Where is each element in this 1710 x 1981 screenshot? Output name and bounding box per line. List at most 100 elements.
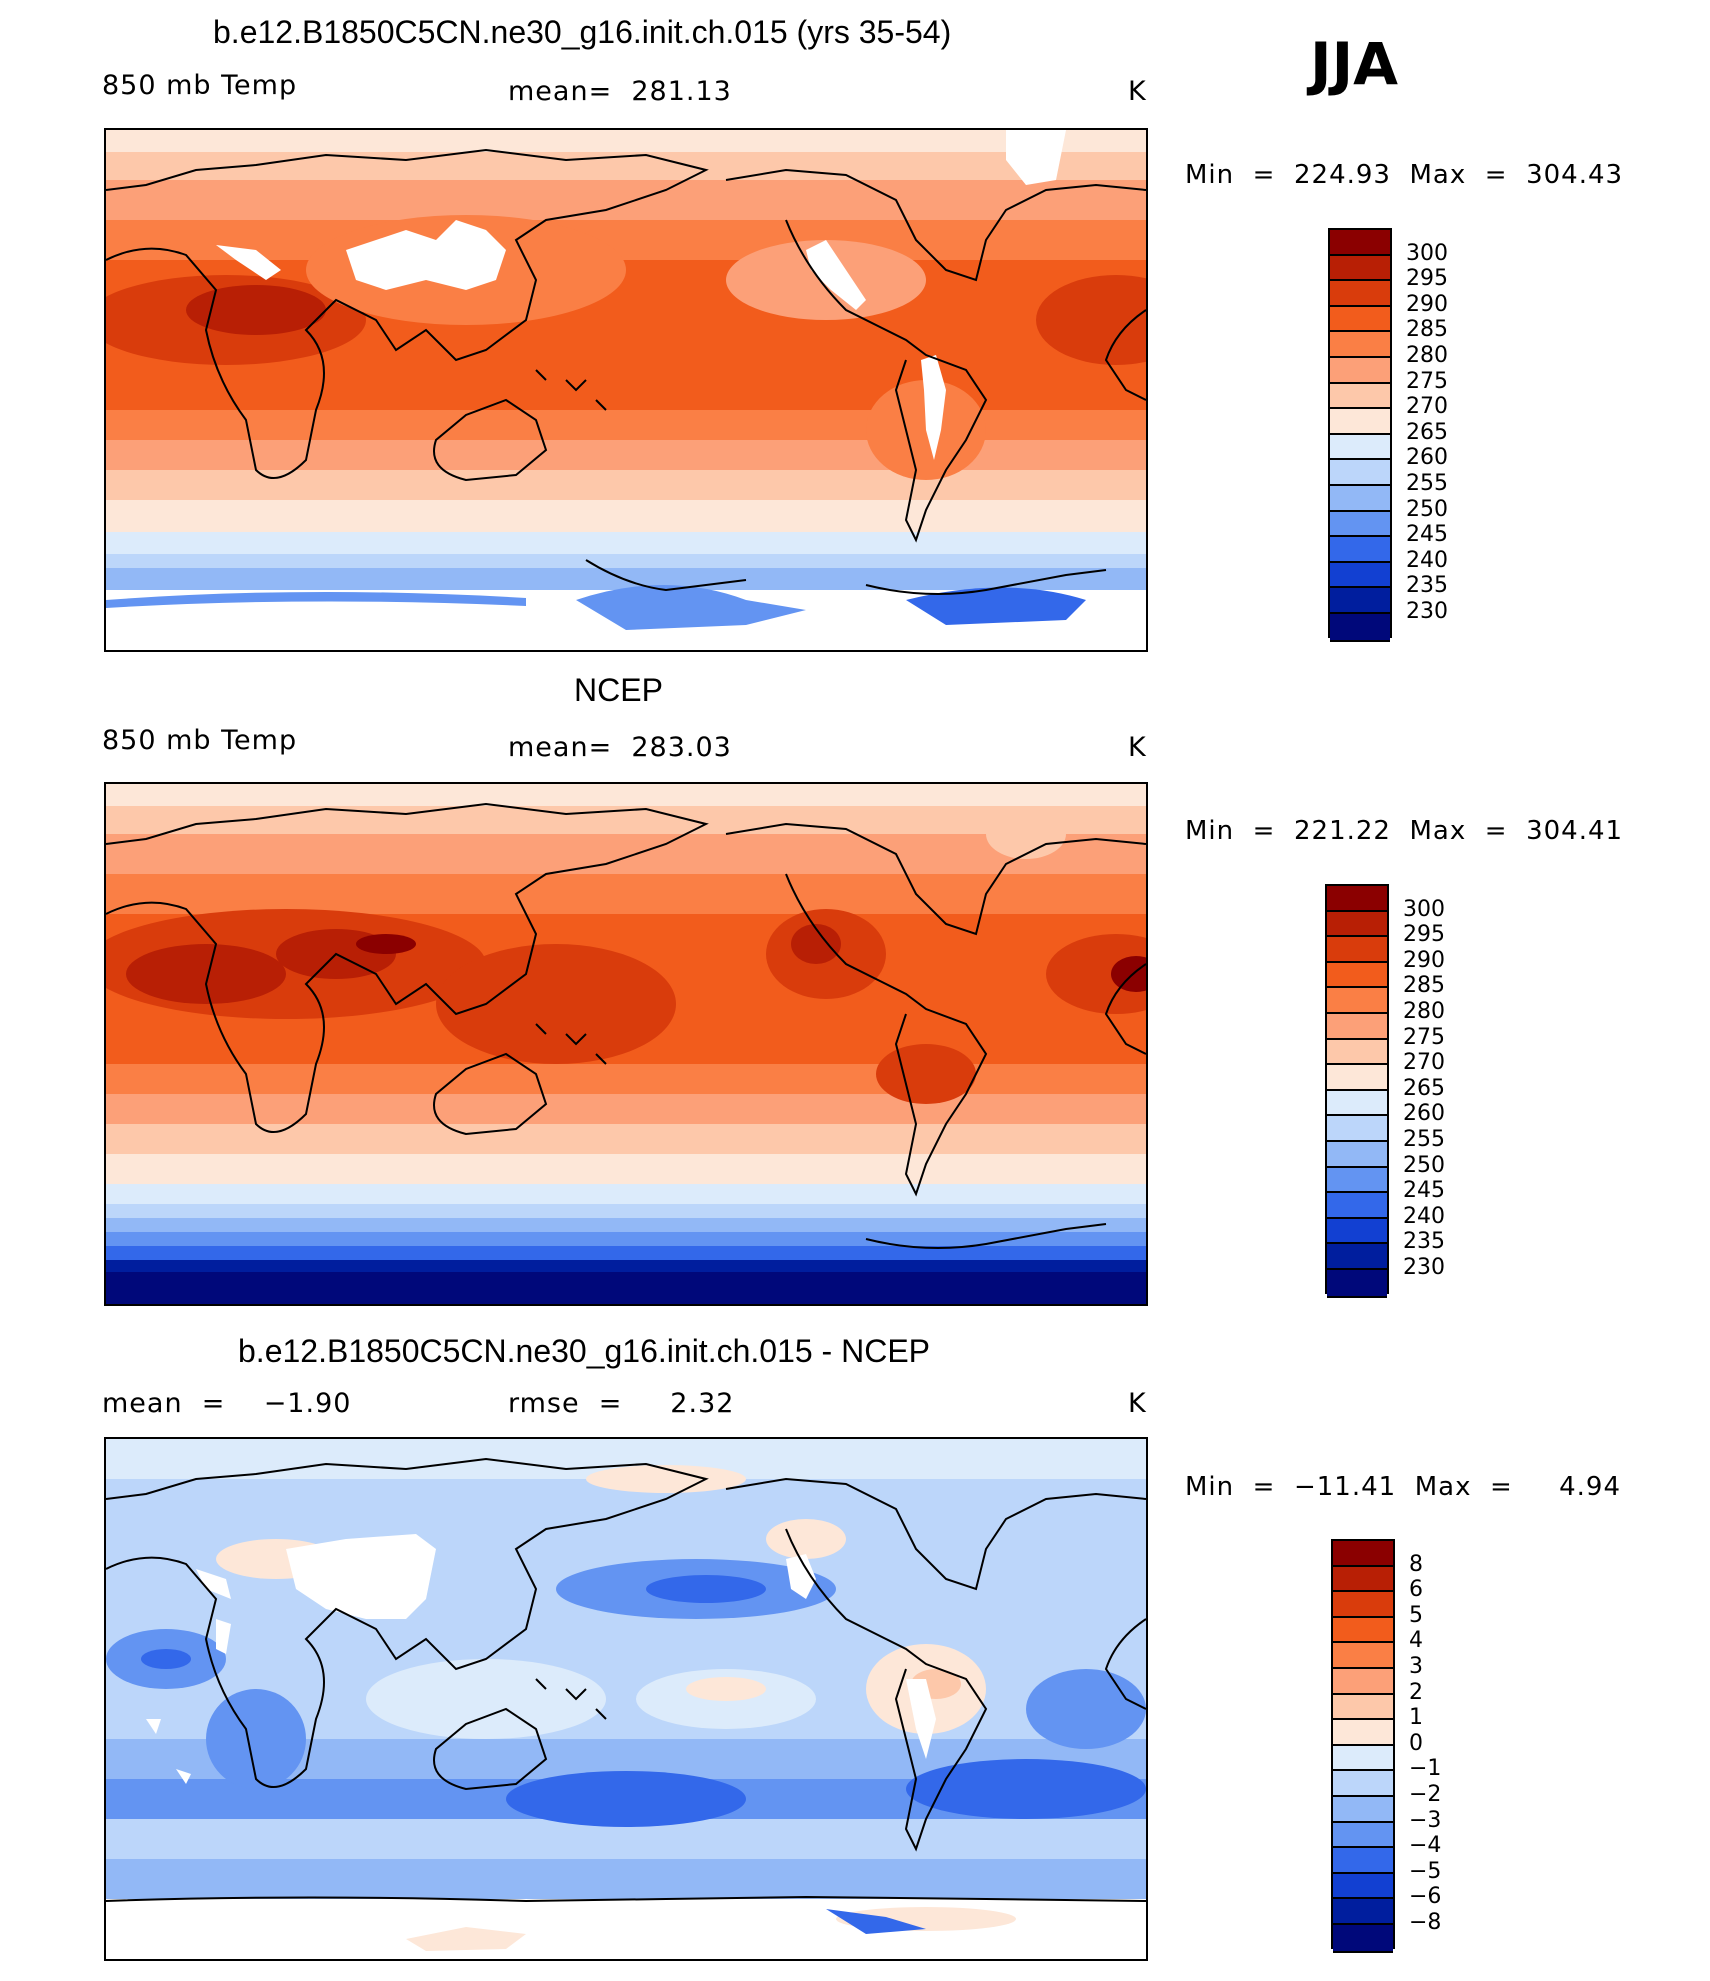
colorbar-tick-label: 280 xyxy=(1406,343,1448,368)
colorbar-swatch xyxy=(1330,356,1390,384)
colorbar-tick-label: 265 xyxy=(1406,419,1448,445)
panel2-title: NCEP xyxy=(574,672,663,708)
colorbar-tick-label: 8 xyxy=(1409,1551,1423,1577)
colorbar-swatch xyxy=(1330,381,1390,410)
colorbar-swatch xyxy=(1327,935,1387,963)
panel1-title: b.e12.B1850C5CN.ne30_g16.init.ch.015 (yr… xyxy=(213,14,952,50)
colorbar-swatch xyxy=(1327,884,1387,912)
colorbar-swatch xyxy=(1327,1268,1387,1298)
colorbar-tick-label: 240 xyxy=(1403,1203,1445,1229)
colorbar-swatch xyxy=(1327,1037,1387,1066)
colorbar-tick-label: 245 xyxy=(1403,1178,1445,1204)
colorbar-tick-label: 235 xyxy=(1406,573,1448,599)
colorbar-tick-label: −5 xyxy=(1409,1858,1442,1884)
panel1-minmax-label: Min = 224.93 Max = 304.43 xyxy=(1185,160,1624,190)
colorbar-tick-label: 255 xyxy=(1403,1127,1445,1152)
colorbar-swatch xyxy=(1330,407,1390,435)
colorbar-tick-label: 230 xyxy=(1406,599,1448,624)
colorbar-swatch xyxy=(1330,560,1390,589)
colorbar-tick-label: 285 xyxy=(1403,973,1445,999)
colorbar-tick-label: 290 xyxy=(1406,291,1448,317)
panel2-units-label: K xyxy=(1128,732,1147,763)
colorbar-tick-label: 275 xyxy=(1406,368,1448,394)
colorbar-swatch xyxy=(1327,1191,1387,1219)
panel2-mean-label: mean= 283.03 xyxy=(508,732,732,763)
ncep-temperature-map xyxy=(104,782,1148,1306)
season-label: JJA xyxy=(1310,30,1399,98)
colorbar-tick-label: −3 xyxy=(1409,1807,1442,1833)
colorbar-swatch xyxy=(1327,1088,1387,1117)
difference-map xyxy=(104,1437,1148,1961)
colorbar-swatch xyxy=(1333,1846,1393,1874)
colorbar-swatch xyxy=(1327,960,1387,989)
colorbar-swatch xyxy=(1333,1718,1393,1746)
colorbar-tick-label: 265 xyxy=(1403,1075,1445,1101)
colorbar-swatch xyxy=(1327,1165,1387,1194)
panel3-mean-label: mean = −1.90 xyxy=(102,1388,352,1419)
colorbar-tick-label: 0 xyxy=(1409,1730,1423,1756)
colorbar-swatch xyxy=(1333,1897,1393,1925)
colorbar-tick-label: −1 xyxy=(1409,1756,1442,1782)
colorbar-tick-label: 2 xyxy=(1409,1679,1423,1705)
colorbar-swatch xyxy=(1330,279,1390,307)
colorbar-tick-label: −8 xyxy=(1409,1910,1442,1935)
colorbar-tick-label: 260 xyxy=(1406,445,1448,471)
colorbar-swatch xyxy=(1330,458,1390,486)
colorbar-swatch xyxy=(1333,1820,1393,1849)
colorbar-tick-label: 6 xyxy=(1409,1577,1423,1603)
colorbar-swatch xyxy=(1327,909,1387,938)
colorbar-tick-label: 280 xyxy=(1403,999,1445,1024)
colorbar-tick-label: 295 xyxy=(1406,266,1448,292)
colorbar-swatch xyxy=(1333,1590,1393,1618)
colorbar-tick-label: 290 xyxy=(1403,947,1445,973)
colorbar-tick-label: 300 xyxy=(1406,240,1448,266)
colorbar-swatch xyxy=(1333,1539,1393,1567)
colorbar-swatch xyxy=(1330,484,1390,512)
colorbar-swatch xyxy=(1333,1641,1393,1669)
colorbar-swatch xyxy=(1330,228,1390,256)
colorbar-tick-label: 240 xyxy=(1406,547,1448,573)
colorbar-swatch xyxy=(1330,304,1390,333)
colorbar-swatch xyxy=(1327,1063,1387,1091)
colorbar-tick-label: −6 xyxy=(1409,1884,1442,1910)
colorbar-tick-label: −4 xyxy=(1409,1833,1442,1859)
panel1-variable-label: 850 mb Temp xyxy=(102,70,298,101)
colorbar-tick-label: 1 xyxy=(1409,1705,1423,1731)
colorbar-tick-label: 245 xyxy=(1406,522,1448,548)
colorbar-swatch xyxy=(1327,1242,1387,1270)
colorbar-swatch xyxy=(1333,1769,1393,1797)
colorbar-swatch xyxy=(1330,330,1390,358)
colorbar-swatch xyxy=(1327,1012,1387,1040)
colorbar-tick-label: −2 xyxy=(1409,1782,1442,1807)
colorbar-swatch xyxy=(1330,432,1390,461)
colorbar-tick-label: 300 xyxy=(1403,896,1445,922)
colorbar-tick-label: 270 xyxy=(1406,394,1448,420)
colorbar-swatch xyxy=(1330,253,1390,282)
panel3-rmse-label: rmse = 2.32 xyxy=(508,1388,735,1419)
colorbar-swatch xyxy=(1333,1923,1393,1953)
colorbar-swatch xyxy=(1330,535,1390,563)
colorbar-tick-label: 285 xyxy=(1406,317,1448,343)
colorbar-swatch xyxy=(1333,1871,1393,1900)
colorbar-tick-label: 3 xyxy=(1409,1654,1423,1679)
panel1-units-label: K xyxy=(1128,76,1147,107)
colorbar-tick-label: 230 xyxy=(1403,1255,1445,1280)
colorbar-tick-label: 250 xyxy=(1403,1152,1445,1178)
colorbar-swatch xyxy=(1327,1140,1387,1168)
colorbar-swatch xyxy=(1327,1216,1387,1245)
panel3-units-label: K xyxy=(1128,1388,1147,1419)
colorbar-tick-label: 255 xyxy=(1406,471,1448,496)
colorbar-swatch xyxy=(1333,1615,1393,1644)
colorbar-tick-label: 260 xyxy=(1403,1101,1445,1127)
colorbar-tick-label: 4 xyxy=(1409,1628,1423,1654)
colorbar-tick-label: 295 xyxy=(1403,922,1445,948)
panel3-minmax-label: Min = −11.41 Max = 4.94 xyxy=(1185,1472,1622,1502)
panel1-mean-label: mean= 281.13 xyxy=(508,76,732,107)
colorbar-swatch xyxy=(1330,509,1390,538)
colorbar-tick-label: 275 xyxy=(1403,1024,1445,1050)
colorbar-tick-label: 5 xyxy=(1409,1602,1423,1628)
colorbar-swatch xyxy=(1327,986,1387,1014)
colorbar-tick-label: 270 xyxy=(1403,1050,1445,1076)
colorbar-tick-label: 235 xyxy=(1403,1229,1445,1255)
colorbar-tick-label: 250 xyxy=(1406,496,1448,522)
